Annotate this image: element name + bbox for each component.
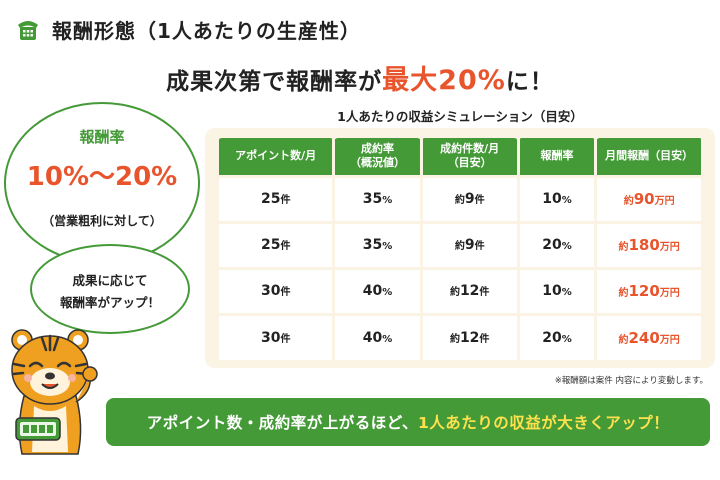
performance-bubble: 成果に応じて 報酬率がアップ！ — [30, 244, 190, 334]
summary-banner: アポイント数・成約率が上がるほど、 1人あたりの収益が大きくアップ！ — [106, 398, 710, 446]
cell-contract-rate: 40% — [332, 266, 423, 314]
cell-reward-rate: 20% — [516, 220, 598, 268]
cell-monthly-pay: 約120万円 — [594, 266, 704, 314]
reward-rate-bubble: 報酬率 10%～20% （営業粗利に対して） — [4, 102, 200, 264]
cell-deals: 約9件 — [419, 220, 520, 268]
telephone-icon — [18, 21, 38, 40]
cell-deals: 約9件 — [419, 174, 520, 222]
header-appointments: アポイント数/月 — [215, 138, 336, 176]
cell-monthly-pay: 約90万円 — [594, 174, 704, 222]
banner-pre: アポイント数・成約率が上がるほど、 — [146, 414, 418, 432]
cell-deals: 約12件 — [419, 266, 520, 314]
table-caption: 1人あたりの収益シミュレーション（目安） — [337, 109, 583, 124]
table-header-row: アポイント数/月 成約率 （概況値） 成約件数/月 （目安） 報酬率 月間報酬（目安… — [215, 138, 704, 176]
header-deals: 成約件数/月 （目安） — [419, 138, 520, 176]
headline-post: に！ — [505, 69, 554, 95]
cell-appointments: 25件 — [215, 220, 336, 268]
cell-contract-rate: 35% — [332, 174, 423, 222]
cell-contract-rate: 35% — [332, 220, 423, 268]
cell-appointments: 25件 — [215, 174, 336, 222]
cell-monthly-pay: 約240万円 — [594, 312, 704, 360]
reward-rate-basis: （営業粗利に対して） — [42, 214, 162, 228]
reward-rate-value: 10%～20% — [26, 162, 178, 192]
table-row: 25件 35% 約9件 20% 約180万円 — [215, 220, 704, 268]
simulation-table: アポイント数/月 成約率 （概況値） 成約件数/月 （目安） 報酬率 月間報酬（目安… — [215, 138, 704, 360]
table-row: 25件 35% 約9件 10% 約90万円 — [215, 174, 704, 222]
headline-pre: 成果次第で報酬率が — [166, 69, 383, 95]
cell-monthly-pay: 約180万円 — [594, 220, 704, 268]
cell-appointments: 30件 — [215, 312, 336, 360]
cell-appointments: 30件 — [215, 266, 336, 314]
footnote: ※報酬額は案件 内容により変動します。 — [554, 376, 708, 386]
performance-line-2: 報酬率がアップ！ — [59, 295, 160, 310]
performance-line-1: 成果に応じて — [72, 273, 148, 288]
cell-reward-rate: 10% — [516, 174, 598, 222]
cell-reward-rate: 20% — [516, 312, 598, 360]
reward-rate-label: 報酬率 — [79, 128, 125, 146]
table-row: 30件 40% 約12件 10% 約120万円 — [215, 266, 704, 314]
title-row: 報酬形態（1人あたりの生産性） — [14, 12, 361, 46]
cell-contract-rate: 40% — [332, 312, 423, 360]
simulation-table-panel: アポイント数/月 成約率 （概況値） 成約件数/月 （目安） 報酬率 月間報酬（目安… — [205, 128, 715, 368]
page-title: 報酬形態（1人あたりの生産性） — [52, 18, 361, 43]
header-contract-rate: 成約率 （概況値） — [332, 138, 423, 176]
tiger-mascot — [11, 329, 98, 455]
cell-deals: 約12件 — [419, 312, 520, 360]
cell-reward-rate: 10% — [516, 266, 598, 314]
header-reward-rate: 報酬率 — [516, 138, 598, 176]
headline-highlight: 最大20% — [382, 65, 506, 96]
table-row: 30件 40% 約12件 20% 約240万円 — [215, 312, 704, 360]
headline: 成果次第で報酬率が最大20%に！ — [0, 58, 720, 97]
banner-highlight: 1人あたりの収益が大きくアップ！ — [417, 414, 670, 432]
header-monthly-pay: 月間報酬（目安） — [594, 138, 704, 176]
